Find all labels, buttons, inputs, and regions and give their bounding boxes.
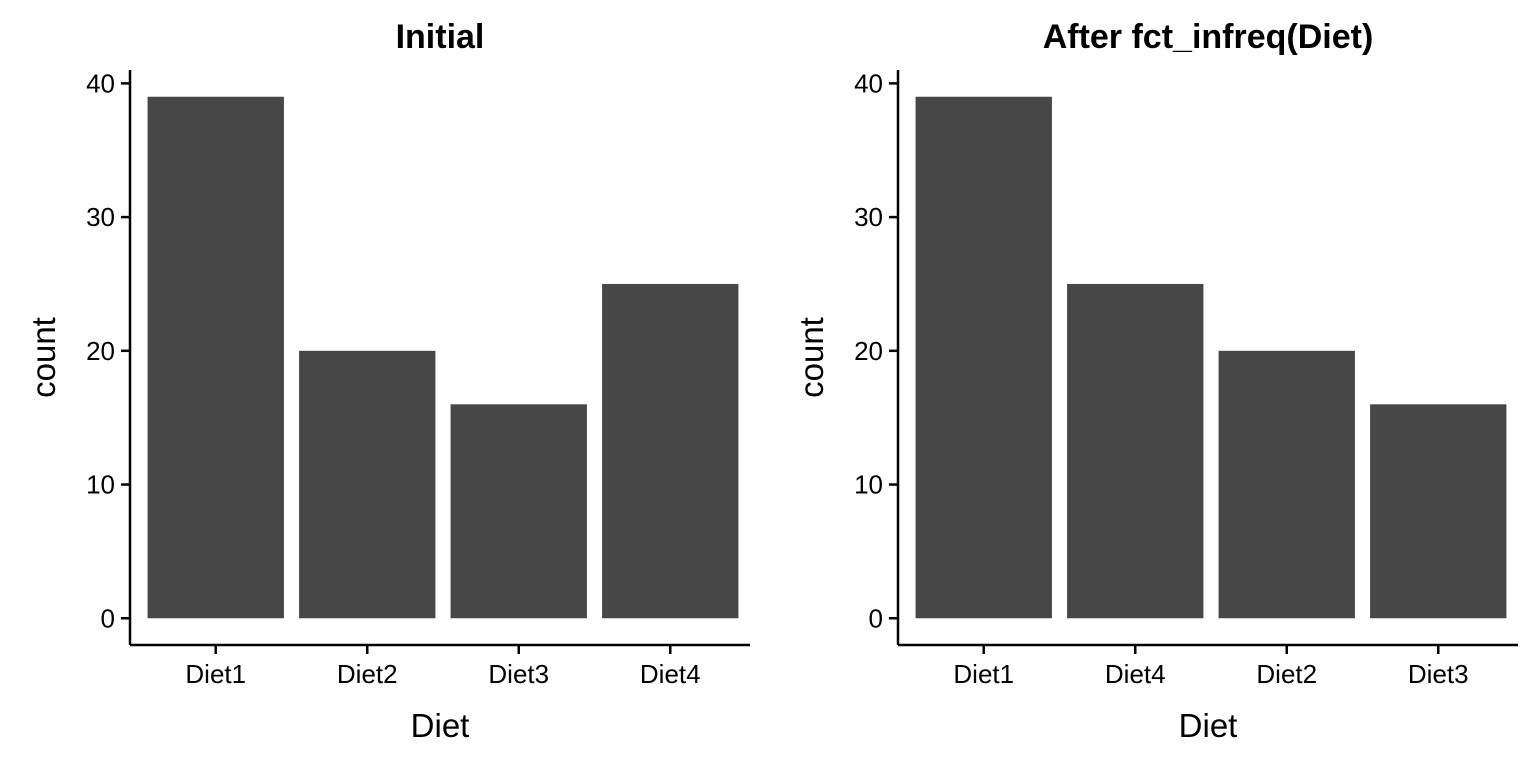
x-tick-label: Diet1: [185, 659, 246, 689]
x-tick-label: Diet4: [1105, 659, 1166, 689]
y-axis-title: count: [25, 317, 62, 398]
panel-title: Initial: [396, 18, 485, 56]
x-tick-label: Diet1: [953, 659, 1014, 689]
bar-diet1: [915, 96, 1052, 619]
y-tick-label: 10: [86, 470, 115, 500]
x-axis-title: Diet: [411, 707, 470, 744]
bar-diet2: [299, 350, 436, 619]
bar-diet3: [1370, 404, 1507, 619]
x-tick-label: Diet3: [488, 659, 549, 689]
y-tick-label: 40: [86, 68, 115, 98]
panel-title: After fct_infreq(Diet): [1043, 18, 1374, 56]
panel-initial: Initial Diet count Diet1 Diet2 Diet3 Diet4 0…: [25, 18, 750, 744]
x-tick-label: Diet2: [337, 659, 398, 689]
x-axis-title: Diet: [1179, 707, 1238, 744]
y-tick-label: 30: [854, 202, 883, 232]
x-tick-label: Diet3: [1408, 659, 1469, 689]
y-tick-label: 20: [86, 336, 115, 366]
x-tick-label: Diet4: [640, 659, 701, 689]
panel-after-fct-infreq: After fct_infreq(Diet) Diet count Diet1 D…: [793, 18, 1518, 744]
bar-diet3: [450, 404, 587, 619]
y-tick-label: 10: [854, 470, 883, 500]
y-tick-label: 0: [869, 603, 883, 633]
y-tick-label: 0: [101, 603, 115, 633]
bar-diet2: [1218, 350, 1355, 619]
y-tick-label: 40: [854, 68, 883, 98]
x-tick-label: Diet2: [1256, 659, 1317, 689]
y-tick-label: 20: [854, 336, 883, 366]
y-axis-title: count: [793, 317, 830, 398]
bar-diet4: [602, 283, 739, 619]
bar-diet1: [147, 96, 284, 619]
bar-diet4: [1067, 283, 1204, 619]
y-tick-label: 30: [86, 202, 115, 232]
